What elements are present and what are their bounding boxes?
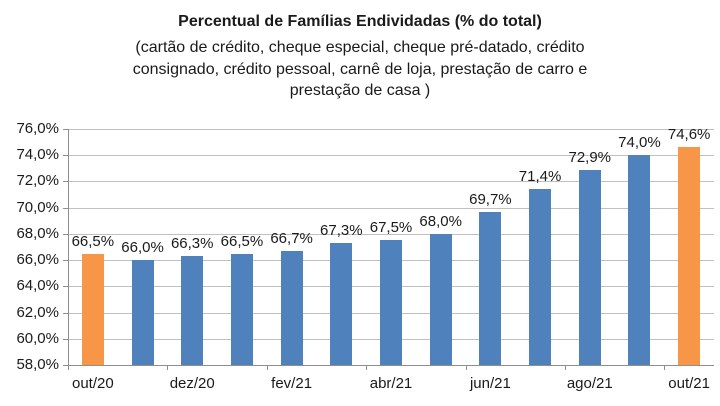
x-axis-label: fev/21: [271, 375, 313, 392]
chart-subtitle-line: (cartão de crédito, cheque especial, che…: [135, 39, 585, 56]
y-axis-label: 76,0%: [16, 120, 59, 137]
x-axis-tick: [68, 365, 69, 370]
bar-value-label: 66,5%: [71, 232, 115, 250]
chart-title: Percentual de Famílias Endividadas (% do…: [178, 13, 542, 30]
x-axis-label: jun/21: [469, 375, 511, 392]
bar-value-label: 66,0%: [121, 239, 164, 257]
bar: [131, 260, 154, 365]
bar-value-label: 69,7%: [469, 190, 512, 208]
y-axis-label: 74,0%: [16, 146, 59, 164]
x-axis-tick: [167, 365, 169, 370]
x-axis-tick: [366, 365, 368, 370]
gridline: [68, 233, 714, 235]
bar-value-label: 67,5%: [369, 219, 413, 237]
bar-value-label: 66,5%: [220, 232, 264, 250]
chart-subtitle-line: prestação de casa ): [289, 82, 431, 99]
gridline: [68, 129, 714, 130]
gridline: [68, 155, 714, 157]
bar: [628, 155, 651, 365]
x-axis-label: abr/21: [369, 375, 413, 392]
x-axis-label: ago/21: [566, 375, 613, 392]
bar: [380, 240, 402, 365]
y-axis-label: 58,0%: [16, 356, 59, 373]
y-axis-tick: [63, 260, 68, 262]
y-axis-label: 62,0%: [16, 303, 59, 321]
y-axis-label: 72,0%: [16, 172, 59, 190]
y-axis-label: 60,0%: [16, 329, 59, 347]
bar: [429, 233, 452, 365]
gridline: [68, 181, 714, 183]
x-axis-tick: [664, 365, 666, 370]
x-axis-tick: [266, 365, 268, 370]
bar-value-label: 72,9%: [568, 148, 612, 166]
y-axis-tick: [63, 338, 68, 340]
y-axis-label: 70,0%: [16, 198, 59, 216]
y-axis-tick: [63, 207, 68, 209]
bar: [529, 189, 552, 365]
y-axis-tick: [63, 129, 68, 130]
chart-subtitle: (cartão de crédito, cheque especial, che…: [70, 37, 650, 102]
x-axis-label: out/20: [71, 375, 114, 392]
bar-value-label: 71,4%: [518, 168, 562, 186]
plot-area: 76,0% 74,0% 72,0% 70,0% 68,0% 66,0% 64,0% 62,0%…: [16, 120, 714, 392]
bar-value-label: 74,0%: [618, 134, 661, 152]
y-axis-tick: [63, 286, 68, 288]
bar-value-label: 74,6%: [667, 126, 711, 144]
bar-value-label: 67,3%: [320, 222, 363, 240]
chart-subtitle-line: consignado, crédito pessoal, carnê de lo…: [132, 60, 588, 78]
y-axis-tick: [63, 155, 68, 157]
x-axis-label: dez/20: [169, 375, 215, 392]
bar: [230, 253, 253, 365]
y-axis-label: 66,0%: [16, 251, 59, 269]
bar-value-label: 68,0%: [419, 212, 462, 230]
x-axis-label: out/21: [668, 375, 710, 392]
y-axis-tick: [63, 365, 68, 366]
bar: [479, 211, 502, 365]
bar: [578, 169, 601, 365]
y-axis-tick: [63, 181, 68, 183]
bar: [678, 147, 701, 365]
y-axis-line: [68, 129, 69, 365]
y-axis-label: 68,0%: [16, 224, 59, 242]
bar-value-label: 66,3%: [170, 235, 214, 253]
x-axis-tick: [465, 365, 467, 370]
y-axis-tick: [63, 233, 68, 235]
x-axis-tick: [564, 365, 566, 370]
y-axis-label: 64,0%: [16, 277, 59, 295]
bar-value-label: 66,7%: [270, 229, 313, 247]
gridline: [68, 207, 714, 209]
bar: [181, 256, 204, 365]
bar: [280, 250, 303, 365]
bar: [81, 253, 104, 365]
bar: [330, 243, 353, 365]
y-axis-tick: [63, 312, 68, 314]
gridline: [68, 365, 714, 366]
